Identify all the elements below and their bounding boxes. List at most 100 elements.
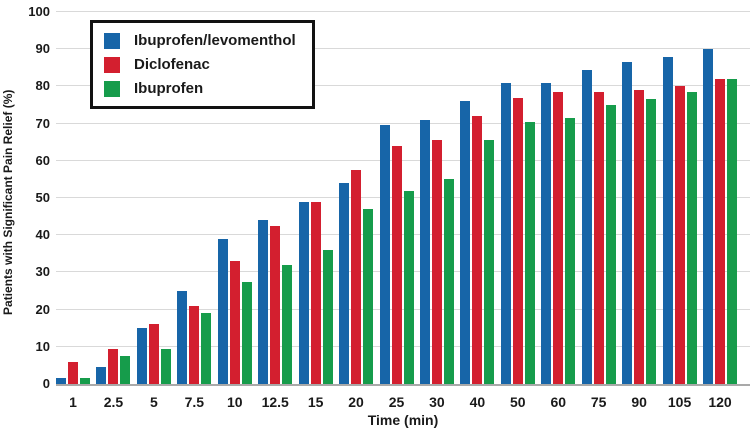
y-tick-label: 0 [42,376,50,391]
bar-ibuprofen [322,250,333,384]
gridline [56,159,750,161]
x-tick-label: 10 [226,394,243,410]
y-tick-label: 90 [35,41,50,57]
bar-group-60: 60 [541,82,576,410]
gridline [56,11,750,12]
bar-ibuprofen-levomenthol [136,328,147,384]
bar-ibuprofen [565,118,576,384]
x-tick-label: 90 [631,394,647,410]
bar-ibuprofen [727,78,737,384]
legend-swatch-icon [104,32,120,49]
x-tick-label: 50 [510,394,526,410]
bar-diclofenac [553,91,564,384]
bar-group-50: 50 [500,82,535,410]
legend-label: Ibuprofen [134,80,204,97]
bar-ibuprofen-levomenthol [460,101,471,384]
bar-diclofenac [472,116,483,384]
gridline [56,345,750,347]
bar-group-10: 10 [217,238,252,410]
legend-swatch-icon [104,80,120,97]
y-tick-label: 80 [35,78,50,94]
x-tick-label: 2.5 [103,394,124,410]
bar-diclofenac [391,145,402,384]
bar-ibuprofen-levomenthol [662,56,673,384]
y-tick-label: 60 [35,152,50,168]
bar-diclofenac [229,261,240,384]
bar-ibuprofen [282,264,293,384]
bar-ibuprofen [686,91,697,384]
bar-ibuprofen-levomenthol [541,82,552,384]
bar-ibuprofen-levomenthol [217,238,228,384]
gridline [56,122,750,124]
bar-diclofenac [270,225,281,384]
x-tick-label: 30 [429,394,445,410]
bar-ibuprofen-levomenthol [96,367,107,384]
y-tick-label: 10 [35,338,50,354]
x-tick-label: 120 [708,394,732,410]
bar-group-20: 20 [339,170,374,410]
x-tick-label: 40 [469,394,486,410]
x-axis-title: Time (min) [367,412,439,428]
bar-diclofenac [148,324,159,384]
bar-ibuprofen [80,378,90,384]
y-tick-label: 100 [28,4,50,19]
gridline [56,85,750,87]
bar-ibuprofen-levomenthol [379,125,390,384]
bar-ibuprofen [201,313,212,384]
x-tick-label: 25 [388,394,405,410]
bar-group-40: 40 [460,101,495,410]
x-tick-label: 105 [667,394,692,410]
legend-label: Diclofenac [134,56,210,73]
bar-diclofenac [593,91,604,384]
bar-diclofenac [634,90,645,384]
plot-area: 0 10 20 30 40 50 60 70 80 90 100 1 2.5 5 7.5 10 12.5 15 2… [28,4,750,410]
x-tick-label: 15 [307,394,324,410]
y-tick-label: 50 [35,190,50,205]
bar-diclofenac [674,86,685,384]
bar-ibuprofen-levomenthol [581,69,592,384]
x-tick-label: 7.5 [184,394,205,410]
x-tick-label: 12.5 [261,394,289,410]
bar-group-90: 90 [622,62,657,410]
x-tick-label: 60 [550,394,567,410]
bar-ibuprofen [160,348,171,384]
legend: Ibuprofen/levomenthol Diclofenac Ibuprofen [90,20,315,109]
bar-ibuprofen-levomenthol [339,183,350,384]
y-tick-label: 30 [35,264,50,280]
bar-diclofenac [68,361,78,384]
bar-ibuprofen-levomenthol [419,119,430,384]
x-tick-label: 20 [348,394,364,410]
bar-ibuprofen-levomenthol [258,220,269,384]
bar-diclofenac [715,78,725,384]
bar-clusters: 1 2.5 5 7.5 10 12.5 15 20 25 30 40 50 60 75 90 105 120 [56,12,750,410]
bar-diclofenac [189,305,200,384]
x-tick-label: 75 [590,394,607,410]
bar-ibuprofen [484,140,495,384]
bar-ibuprofen-levomenthol [56,378,66,384]
bar-ibuprofen [646,99,657,384]
bar-group-25: 25 [379,125,414,410]
bar-group-1: 1 [56,361,90,410]
bar-group-30: 30 [419,119,454,410]
x-tick-label: 1 [69,394,77,410]
bar-diclofenac [351,170,362,384]
bar-group-5: 5 [136,324,171,410]
bar-diclofenac [310,201,321,384]
legend-row: Diclofenac [104,56,296,73]
bar-ibuprofen [605,105,616,384]
legend-swatch-icon [104,56,120,73]
legend-row: Ibuprofen/levomenthol [104,32,296,49]
bar-diclofenac [431,140,442,384]
bar-group-12.5: 12.5 [258,220,293,410]
bar-diclofenac [512,97,523,384]
bar-ibuprofen [120,356,131,384]
gridline [56,234,750,236]
bar-ibuprofen-levomenthol [298,201,309,384]
gridline [56,197,750,198]
y-tick-label: 20 [35,301,50,317]
bar-ibuprofen [241,281,252,384]
bar-ibuprofen [443,179,454,384]
bar-group-105: 105 [662,56,697,410]
bar-ibuprofen-levomenthol [177,291,188,384]
